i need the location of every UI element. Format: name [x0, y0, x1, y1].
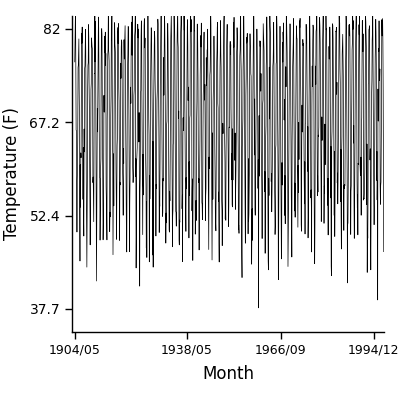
- X-axis label: Month: Month: [202, 365, 254, 383]
- Y-axis label: Temperature (F): Temperature (F): [3, 108, 21, 240]
